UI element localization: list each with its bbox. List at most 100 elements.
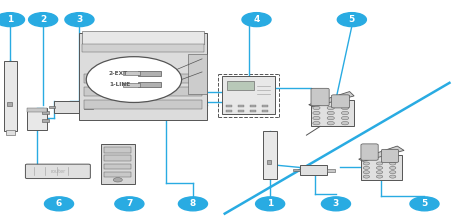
FancyBboxPatch shape	[123, 71, 140, 75]
Circle shape	[337, 13, 366, 27]
Polygon shape	[359, 146, 404, 161]
Circle shape	[376, 171, 383, 174]
FancyBboxPatch shape	[84, 87, 202, 96]
Circle shape	[376, 166, 383, 169]
FancyBboxPatch shape	[227, 81, 254, 90]
Circle shape	[390, 162, 396, 165]
Circle shape	[313, 106, 320, 110]
Text: 3: 3	[76, 15, 83, 24]
Circle shape	[376, 175, 383, 178]
Circle shape	[327, 111, 335, 115]
Circle shape	[410, 197, 439, 211]
Text: 1-LINE: 1-LINE	[109, 82, 130, 87]
Circle shape	[242, 13, 271, 27]
Text: 4: 4	[253, 15, 260, 24]
FancyBboxPatch shape	[42, 111, 49, 114]
FancyBboxPatch shape	[84, 100, 202, 109]
FancyBboxPatch shape	[293, 169, 300, 171]
Text: 2-EXT: 2-EXT	[109, 71, 128, 75]
Circle shape	[327, 106, 335, 110]
Circle shape	[29, 13, 58, 27]
Circle shape	[313, 116, 320, 120]
Circle shape	[178, 197, 207, 211]
Circle shape	[363, 175, 370, 178]
Circle shape	[341, 116, 349, 120]
FancyBboxPatch shape	[331, 95, 350, 108]
Text: 3: 3	[333, 199, 339, 208]
FancyBboxPatch shape	[82, 44, 204, 52]
FancyBboxPatch shape	[262, 110, 268, 112]
Circle shape	[115, 197, 144, 211]
FancyBboxPatch shape	[104, 147, 131, 153]
FancyBboxPatch shape	[79, 33, 207, 120]
Circle shape	[114, 178, 123, 182]
Text: 1: 1	[7, 15, 13, 24]
FancyBboxPatch shape	[84, 74, 202, 83]
FancyBboxPatch shape	[25, 164, 90, 179]
FancyBboxPatch shape	[104, 172, 131, 177]
FancyBboxPatch shape	[238, 110, 244, 112]
Circle shape	[44, 197, 74, 211]
FancyBboxPatch shape	[27, 108, 47, 112]
FancyBboxPatch shape	[263, 131, 277, 179]
Circle shape	[341, 106, 349, 110]
Circle shape	[327, 121, 335, 125]
FancyBboxPatch shape	[101, 144, 135, 184]
FancyBboxPatch shape	[381, 149, 399, 162]
FancyBboxPatch shape	[327, 169, 335, 172]
FancyBboxPatch shape	[7, 102, 12, 106]
Circle shape	[256, 197, 285, 211]
FancyBboxPatch shape	[250, 110, 256, 112]
Circle shape	[363, 166, 370, 169]
FancyBboxPatch shape	[49, 106, 55, 108]
FancyBboxPatch shape	[226, 110, 232, 112]
FancyBboxPatch shape	[188, 54, 207, 94]
FancyBboxPatch shape	[361, 144, 378, 160]
Circle shape	[363, 171, 370, 174]
FancyBboxPatch shape	[311, 88, 329, 106]
Text: 5: 5	[421, 199, 428, 208]
Text: 1: 1	[267, 199, 273, 208]
Circle shape	[390, 171, 396, 174]
FancyBboxPatch shape	[238, 105, 244, 107]
FancyBboxPatch shape	[138, 82, 161, 87]
Circle shape	[341, 121, 349, 125]
FancyBboxPatch shape	[222, 76, 275, 114]
FancyBboxPatch shape	[361, 155, 402, 180]
Circle shape	[376, 162, 383, 165]
FancyBboxPatch shape	[6, 130, 15, 135]
Text: router: router	[50, 169, 65, 174]
FancyBboxPatch shape	[54, 101, 84, 113]
Circle shape	[341, 111, 349, 115]
FancyBboxPatch shape	[104, 155, 131, 161]
FancyBboxPatch shape	[262, 105, 268, 107]
FancyBboxPatch shape	[311, 100, 354, 126]
Circle shape	[363, 162, 370, 165]
FancyBboxPatch shape	[123, 83, 140, 87]
Circle shape	[390, 166, 396, 169]
FancyBboxPatch shape	[82, 31, 204, 44]
FancyBboxPatch shape	[42, 119, 49, 122]
FancyBboxPatch shape	[226, 105, 232, 107]
Circle shape	[327, 116, 335, 120]
FancyBboxPatch shape	[300, 165, 327, 175]
FancyBboxPatch shape	[84, 105, 93, 109]
Text: 8: 8	[190, 199, 196, 208]
Circle shape	[321, 197, 350, 211]
Text: 6: 6	[56, 199, 62, 208]
Circle shape	[313, 121, 320, 125]
Text: 2: 2	[40, 15, 46, 24]
Circle shape	[86, 57, 182, 102]
FancyBboxPatch shape	[27, 108, 47, 130]
Circle shape	[313, 111, 320, 115]
Polygon shape	[309, 92, 354, 107]
FancyBboxPatch shape	[250, 105, 256, 107]
Circle shape	[0, 13, 25, 27]
Circle shape	[65, 13, 94, 27]
FancyBboxPatch shape	[138, 71, 161, 76]
FancyBboxPatch shape	[267, 160, 271, 164]
Circle shape	[390, 175, 396, 178]
Text: 7: 7	[126, 199, 133, 208]
Text: 5: 5	[349, 15, 355, 24]
FancyBboxPatch shape	[104, 164, 131, 169]
